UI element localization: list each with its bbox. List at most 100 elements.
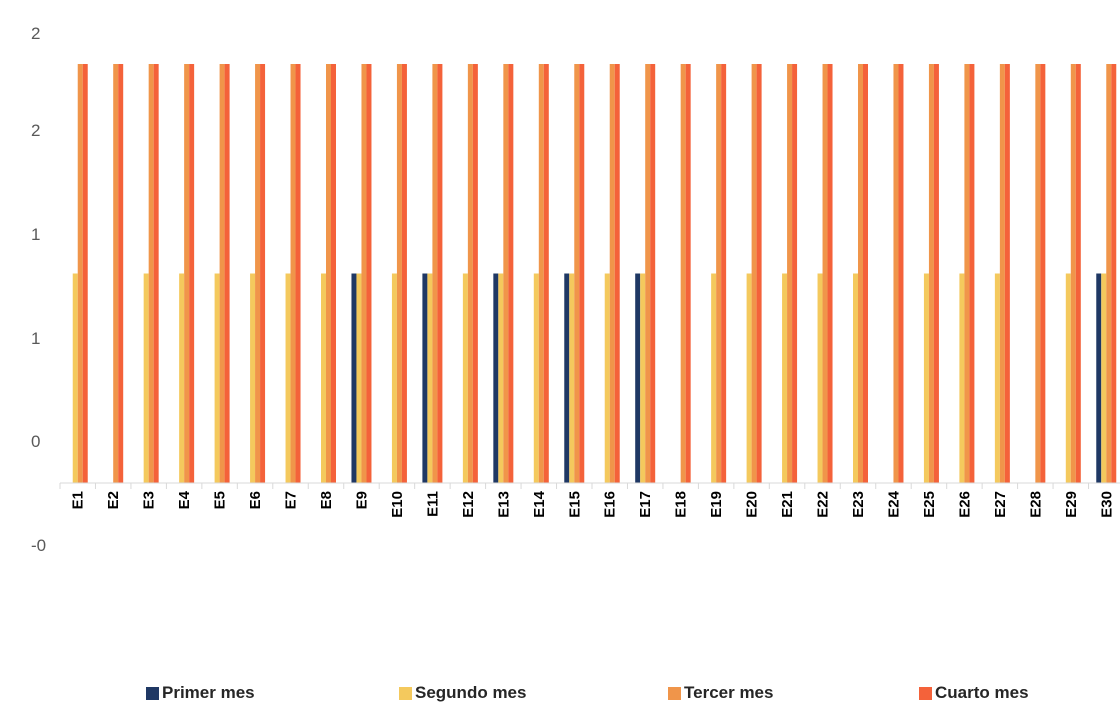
bar-tercer-mes-e21 — [787, 64, 793, 483]
x-tick-label: E15 — [566, 491, 583, 518]
x-tick-label: E29 — [1063, 491, 1080, 518]
bar-tercer-mes-e23 — [858, 64, 863, 483]
bar-tercer-mes-e2 — [113, 64, 119, 483]
x-tick-label: E4 — [176, 490, 193, 509]
bar-tercer-mes-e26 — [964, 64, 970, 483]
x-tick-label: E21 — [779, 491, 796, 518]
bar-cuarto-mes-e22 — [827, 64, 833, 483]
bar-segundo-mes-e29 — [1065, 273, 1071, 483]
bar-tercer-mes-e5 — [219, 64, 225, 483]
bar-cuarto-mes-e7 — [295, 64, 301, 483]
bar-segundo-mes-e30 — [1101, 273, 1107, 483]
bar-segundo-mes-e11 — [427, 273, 433, 483]
bar-cuarto-mes-e8 — [331, 64, 336, 483]
bar-segundo-mes-e22 — [817, 273, 823, 483]
bar-cuarto-mes-e17 — [650, 64, 656, 483]
bar-segundo-mes-e4 — [179, 273, 185, 483]
x-tick-label: E3 — [141, 491, 158, 509]
bar-tercer-mes-e10 — [396, 64, 402, 483]
bar-segundo-mes-e1 — [72, 273, 78, 483]
bar-cuarto-mes-e9 — [366, 64, 372, 483]
y-axis: 2 2 1 1 0 -0 — [31, 24, 46, 555]
bar-segundo-mes-e5 — [214, 273, 220, 483]
bar-segundo-mes-e25 — [923, 273, 929, 483]
y-tick-label: -0 — [31, 536, 46, 555]
bar-primer-mes-e13 — [493, 273, 499, 483]
x-tick-label: E5 — [212, 491, 229, 509]
bar-segundo-mes-e7 — [285, 273, 291, 483]
bar-segundo-mes-e14 — [533, 273, 539, 483]
bar-tercer-mes-e11 — [432, 64, 438, 483]
x-tick-label: E26 — [956, 491, 973, 518]
bar-cuarto-mes-e26 — [969, 64, 975, 483]
bar-primer-mes-e17 — [635, 273, 641, 483]
bar-primer-mes-e30 — [1096, 273, 1102, 483]
x-tick-label: E22 — [815, 491, 832, 518]
bar-cuarto-mes-e4 — [189, 64, 195, 483]
x-tick-label: E8 — [318, 491, 335, 509]
x-tick-label: E6 — [247, 491, 264, 509]
bar-segundo-mes-e17 — [640, 273, 646, 483]
bar-cuarto-mes-e14 — [543, 64, 549, 483]
x-tick-label: E27 — [992, 491, 1009, 518]
x-tick-label: E30 — [1098, 491, 1115, 518]
x-tick-label: E18 — [673, 491, 690, 518]
bar-cuarto-mes-e6 — [260, 64, 266, 483]
bar-primer-mes-e9 — [351, 273, 357, 483]
x-tick-label: E13 — [495, 491, 512, 518]
bar-tercer-mes-e19 — [716, 64, 722, 483]
bar-cuarto-mes-e18 — [685, 64, 691, 483]
x-tick-label: E17 — [637, 491, 654, 518]
bar-tercer-mes-e4 — [184, 64, 190, 483]
legend-label-tercer-mes: Tercer mes — [684, 683, 774, 702]
bar-segundo-mes-e19 — [711, 273, 717, 483]
bar-primer-mes-e15 — [564, 273, 570, 483]
bar-cuarto-mes-e28 — [1040, 64, 1046, 483]
bar-tercer-mes-e18 — [680, 64, 686, 483]
x-tick-label: E16 — [602, 491, 619, 518]
bar-tercer-mes-e6 — [255, 64, 261, 483]
bar-segundo-mes-e16 — [604, 273, 610, 483]
bar-tercer-mes-e9 — [361, 64, 367, 483]
legend-label-cuarto-mes: Cuarto mes — [935, 683, 1029, 702]
bar-cuarto-mes-e25 — [933, 64, 939, 483]
bar-tercer-mes-e30 — [1106, 64, 1112, 483]
bar-segundo-mes-e10 — [391, 273, 397, 483]
bar-cuarto-mes-e11 — [437, 64, 443, 483]
x-tick-label: E2 — [105, 491, 122, 509]
bars — [72, 64, 1117, 483]
bar-tercer-mes-e7 — [290, 64, 296, 483]
legend-item-segundo-mes: Segundo mes — [399, 683, 526, 703]
x-tick-label: E7 — [283, 491, 300, 509]
y-tick-label: 1 — [31, 225, 40, 244]
legend-label-segundo-mes: Segundo mes — [415, 683, 527, 702]
bar-cuarto-mes-e2 — [118, 64, 124, 483]
legend: Primer mes Segundo mes Tercer mes Cuarto… — [0, 683, 1120, 703]
x-tick-label: E1 — [70, 491, 87, 509]
y-tick-label: 2 — [31, 24, 40, 43]
bar-tercer-mes-e12 — [467, 64, 473, 483]
bar-cuarto-mes-e30 — [1111, 64, 1117, 483]
bar-cuarto-mes-e16 — [614, 64, 620, 483]
bar-cuarto-mes-e1 — [82, 64, 88, 483]
bar-cuarto-mes-e29 — [1075, 64, 1081, 483]
y-tick-label: 1 — [31, 329, 40, 348]
bar-cuarto-mes-e3 — [153, 64, 159, 483]
bar-tercer-mes-e27 — [999, 64, 1005, 483]
bar-tercer-mes-e14 — [538, 64, 544, 483]
bar-tercer-mes-e17 — [645, 64, 651, 483]
bar-tercer-mes-e3 — [148, 64, 154, 483]
bar-segundo-mes-e12 — [462, 273, 468, 483]
x-tick-label: E10 — [389, 491, 406, 518]
bar-tercer-mes-e29 — [1070, 64, 1076, 483]
bar-primer-mes-e11 — [422, 273, 428, 483]
bar-segundo-mes-e13 — [498, 273, 504, 483]
x-tick-label: E9 — [353, 491, 370, 509]
legend-item-primer-mes: Primer mes — [146, 683, 255, 703]
bar-cuarto-mes-e23 — [863, 64, 868, 483]
bar-cuarto-mes-e12 — [472, 64, 478, 483]
x-tick-label: E23 — [850, 491, 867, 518]
legend-swatch-tercer-mes — [668, 686, 681, 700]
x-tick-label: E25 — [921, 491, 938, 518]
bar-cuarto-mes-e5 — [224, 64, 230, 483]
